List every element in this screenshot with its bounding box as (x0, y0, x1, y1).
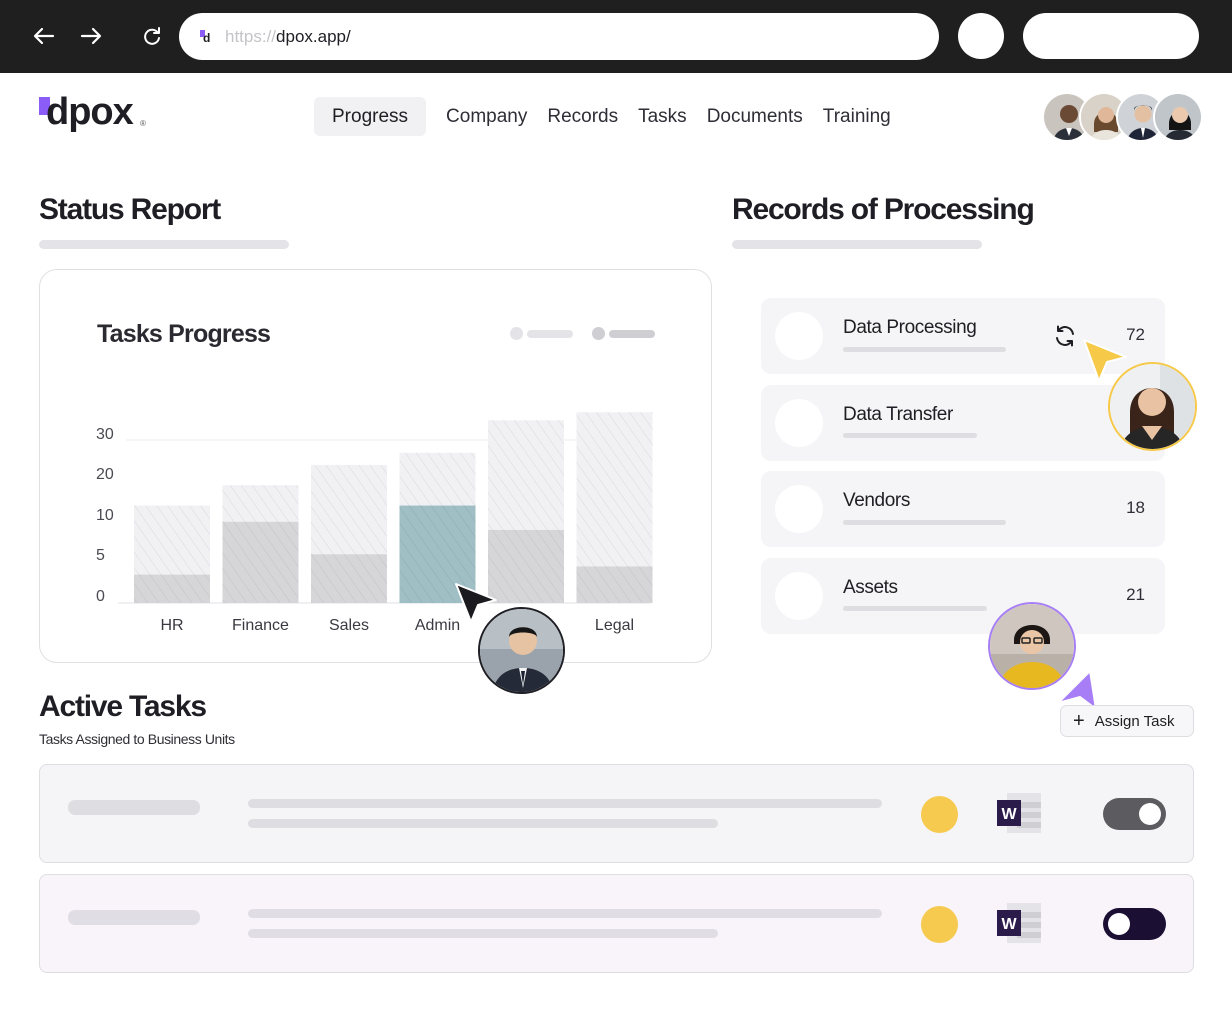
back-arrow-icon[interactable] (30, 22, 58, 50)
assign-task-button[interactable]: + Assign Task (1060, 705, 1194, 737)
reload-icon[interactable] (138, 22, 166, 50)
active-tasks-title: Active Tasks (39, 690, 207, 723)
x-tick-label: Finance (232, 617, 289, 634)
forward-arrow-icon[interactable] (77, 22, 105, 50)
nav-item-progress[interactable]: Progress (314, 97, 427, 136)
legend-label-placeholder-1 (527, 330, 573, 338)
x-tick-label: Legal (595, 617, 634, 634)
record-icon (775, 485, 823, 533)
active-tasks-subtitle: Tasks Assigned to Business Units (39, 731, 235, 747)
url-scheme: https:// (225, 26, 277, 46)
task-toggle-switch[interactable] (1103, 798, 1166, 830)
record-name: Assets (843, 577, 898, 598)
svg-text:W: W (1001, 916, 1017, 933)
toggle-knob (1139, 803, 1161, 825)
record-progress-placeholder (843, 433, 977, 438)
x-tick-label: Sales (329, 617, 369, 634)
record-name: Data Processing (843, 317, 977, 338)
task-description-placeholder (248, 819, 718, 828)
task-title-placeholder (68, 910, 200, 925)
record-icon (775, 572, 823, 620)
legend-label-placeholder-2 (609, 330, 655, 338)
sync-icon[interactable] (1053, 324, 1077, 353)
site-favicon-icon: d (199, 29, 215, 45)
main-nav: Progress Company Records Tasks Documents… (314, 97, 901, 136)
browser-chrome: d https:// dpox.app/ (0, 0, 1232, 73)
y-tick-label: 10 (96, 507, 114, 524)
assign-task-label: Assign Task (1094, 712, 1175, 730)
svg-text:d: d (203, 31, 210, 45)
task-row[interactable]: W (39, 874, 1194, 973)
word-document-icon[interactable]: W (997, 792, 1043, 834)
legend-dot-2 (592, 327, 605, 340)
record-item-vendors[interactable]: Vendors 18 (761, 471, 1165, 547)
record-count: 72 (1126, 325, 1145, 344)
records-title: Records of Processing (732, 193, 1035, 226)
bar-completed-hatch (576, 566, 653, 603)
collaborator-avatar-photo (1108, 362, 1197, 451)
team-avatars[interactable] (1042, 92, 1203, 142)
tasks-progress-title: Tasks Progress (97, 320, 271, 348)
records-subtitle-placeholder (732, 240, 982, 249)
nav-item-records[interactable]: Records (547, 105, 619, 127)
bar-completed-hatch (222, 521, 299, 603)
url-host: dpox.app/ (276, 26, 351, 46)
record-name: Vendors (843, 490, 910, 511)
word-document-icon[interactable]: W (997, 902, 1043, 944)
record-icon (775, 312, 823, 360)
y-tick-label: 30 (96, 426, 114, 443)
status-indicator-dot (921, 796, 958, 833)
task-description-placeholder (248, 799, 882, 808)
task-toggle-switch[interactable] (1103, 908, 1166, 940)
address-bar[interactable]: d https:// dpox.app/ (179, 13, 939, 60)
task-title-placeholder (68, 800, 200, 815)
status-report-title: Status Report (39, 193, 221, 226)
avatar[interactable] (1153, 92, 1203, 142)
legend-dot-1 (510, 327, 523, 340)
task-description-placeholder (248, 929, 718, 938)
record-progress-placeholder (843, 606, 987, 611)
task-description-placeholder (248, 909, 882, 918)
status-report-subtitle-placeholder (39, 240, 289, 249)
y-tick-label: 20 (96, 466, 114, 483)
x-tick-label: Admin (415, 617, 460, 634)
y-tick-label: 5 (96, 547, 105, 564)
bar-completed-hatch (311, 554, 387, 603)
logo-text: dpox (46, 91, 134, 133)
record-progress-placeholder (843, 520, 1006, 525)
record-progress-placeholder (843, 347, 1006, 352)
assignee-avatar-photo (478, 607, 565, 694)
bar-completed-hatch (134, 574, 210, 603)
status-indicator-dot (921, 906, 958, 943)
browser-action-button[interactable] (1023, 13, 1199, 59)
svg-text:W: W (1001, 806, 1017, 823)
purple-cursor-icon (1057, 670, 1097, 710)
registered-mark: ® (140, 119, 146, 128)
nav-item-training[interactable]: Training (822, 105, 891, 127)
nav-item-company[interactable]: Company (446, 105, 528, 127)
record-item-data-transfer[interactable]: Data Transfer (761, 385, 1165, 461)
yellow-cursor-icon (1083, 339, 1127, 382)
y-tick-label: 0 (96, 588, 105, 605)
record-icon (775, 399, 823, 447)
nav-item-documents[interactable]: Documents (706, 105, 803, 127)
record-name: Data Transfer (843, 404, 953, 425)
record-count: 21 (1126, 585, 1145, 604)
plus-icon: + (1073, 710, 1085, 732)
bar-completed-hatch (488, 529, 564, 603)
logo-mark (39, 97, 50, 115)
task-row[interactable]: W (39, 764, 1194, 863)
x-tick-label: HR (160, 617, 183, 634)
nav-item-tasks[interactable]: Tasks (638, 105, 687, 127)
record-item-assets[interactable]: Assets 21 (761, 558, 1165, 634)
dark-cursor-icon (455, 583, 497, 623)
toggle-knob (1108, 913, 1130, 935)
profile-button[interactable] (958, 13, 1004, 59)
record-count: 18 (1126, 498, 1145, 517)
